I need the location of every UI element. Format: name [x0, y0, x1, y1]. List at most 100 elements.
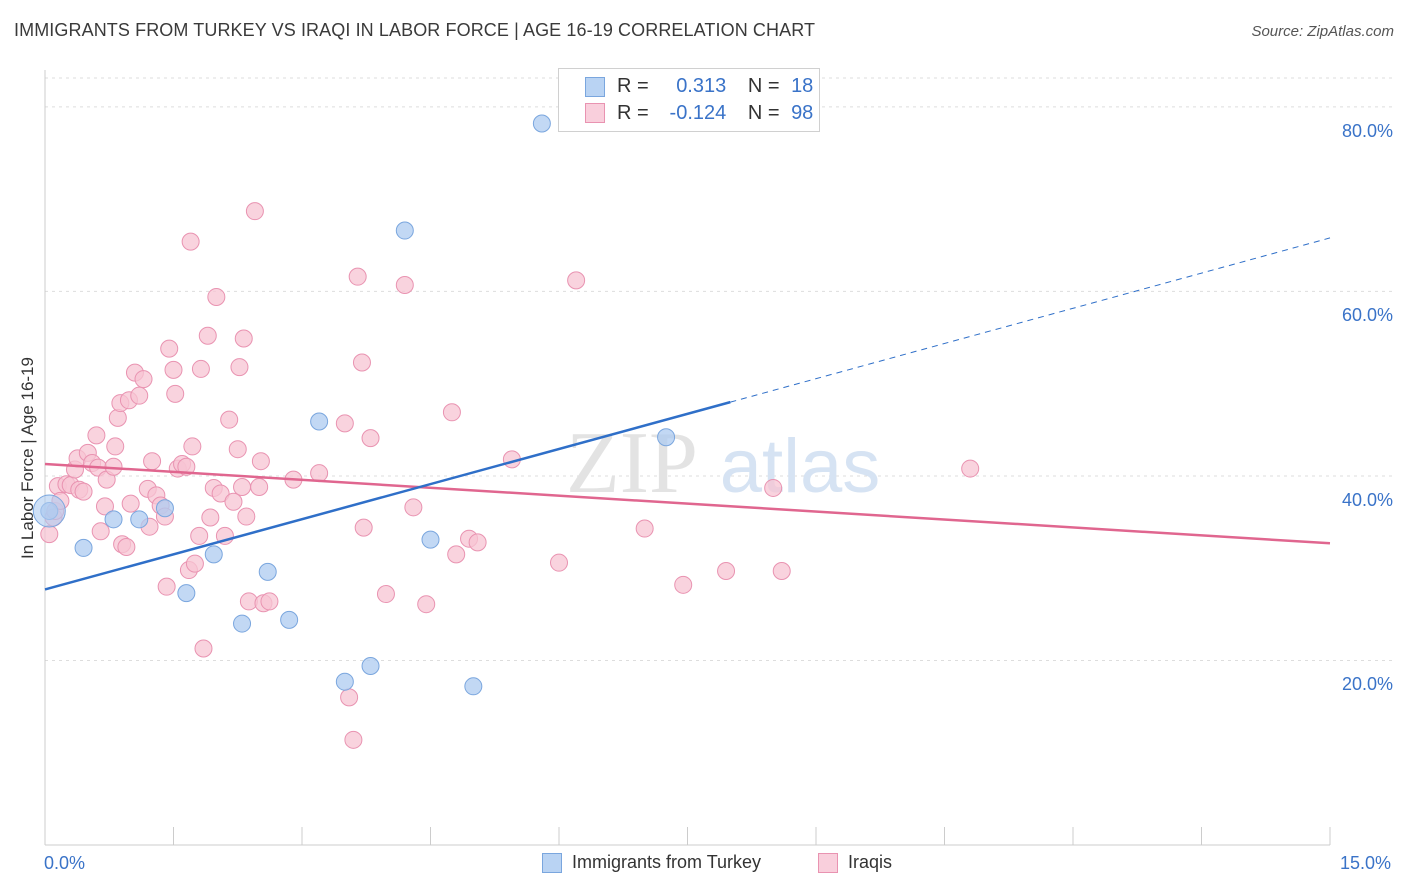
chart-title: IMMIGRANTS FROM TURKEY VS IRAQI IN LABOR…: [14, 20, 816, 40]
legend-swatch-turkey: [542, 852, 562, 873]
iraqi-point: [201, 508, 220, 527]
n-value: 98: [791, 102, 814, 124]
turkey-point: [177, 584, 196, 603]
iraqi-point: [250, 478, 269, 497]
watermark: ZIP atlas: [566, 415, 880, 512]
iraqi-point: [335, 414, 354, 433]
iraqi-point: [447, 545, 466, 564]
iraqi-point: [717, 561, 736, 580]
iraqi-point: [185, 554, 204, 573]
turkey-point: [464, 677, 483, 696]
series-legend: Immigrants from Turkey Iraqis: [0, 852, 1406, 878]
turkey-point: [335, 672, 354, 691]
turkey-point: [395, 221, 414, 240]
iraqi-point: [344, 730, 363, 749]
iraqi-point: [442, 403, 461, 422]
iraqi-point: [130, 386, 149, 405]
iraqi-point: [340, 688, 359, 707]
iraqi-point: [220, 410, 239, 429]
turkey-point: [421, 530, 440, 549]
turkey-point: [74, 538, 93, 557]
turkey-point: [657, 428, 676, 447]
iraqi-point: [164, 360, 183, 379]
turkey-point: [258, 562, 277, 581]
iraqi-point: [117, 537, 136, 556]
watermark-atlas: atlas: [720, 424, 881, 509]
turkey-point: [532, 114, 551, 133]
iraqi-point: [354, 518, 373, 537]
iraqi-point: [121, 494, 140, 513]
iraqi-point: [134, 370, 153, 389]
y-tick-label: 40.0%: [1341, 489, 1393, 510]
iraqi-point: [376, 585, 395, 604]
y-tick-label: 80.0%: [1341, 120, 1393, 141]
iraqi-point: [352, 353, 371, 372]
turkey-point: [310, 412, 329, 431]
iraqi-point: [207, 287, 226, 306]
iraqi-point: [468, 533, 487, 552]
turkey-trend-extension: [730, 237, 1331, 403]
iraqi-point: [361, 429, 380, 448]
n-value: 18: [791, 75, 814, 97]
turkey-point: [104, 510, 123, 529]
iraqi-point: [234, 329, 253, 348]
n-label: N =: [747, 102, 780, 124]
iraqi-point: [91, 522, 110, 541]
legend-item-iraqis: Iraqis: [818, 852, 892, 873]
iraqi-point: [106, 437, 125, 456]
n-label: N =: [747, 75, 780, 97]
watermark-zip: ZIP: [566, 415, 698, 512]
turkey-point: [361, 657, 380, 676]
iraqi-point: [95, 497, 114, 516]
iraqi-point: [224, 492, 243, 511]
iraqi-point: [183, 437, 202, 456]
iraqi-trend-line: [44, 462, 1331, 545]
iraqi-point: [260, 592, 279, 611]
turkey-point: [280, 610, 299, 629]
legend-row-blue: R = 0.313 N = 18: [617, 75, 813, 98]
legend-swatch-pink: [585, 103, 605, 123]
y-tick-label: 20.0%: [1341, 674, 1393, 695]
x-tick-label-min: 0.0%: [44, 853, 86, 873]
data-points: [32, 114, 980, 749]
legend-row-pink: R = -0.124 N = 98: [617, 102, 813, 125]
iraqi-point: [211, 484, 230, 503]
iraqi-point: [194, 639, 213, 658]
iraqi-point: [74, 482, 93, 501]
iraqi-point: [228, 440, 247, 459]
iraqi-point: [87, 426, 106, 445]
r-label: R =: [617, 75, 649, 97]
iraqi-point: [198, 326, 217, 345]
iraqi-point: [674, 575, 693, 594]
iraqi-point: [764, 478, 783, 497]
iraqi-point: [166, 384, 185, 403]
iraqi-point: [417, 595, 436, 614]
axes: [44, 70, 1331, 846]
legend-label-iraqis: Iraqis: [848, 852, 893, 872]
iraqi-point: [567, 271, 586, 290]
iraqi-point: [245, 202, 264, 221]
iraqi-point: [230, 358, 249, 377]
iraqi-point: [177, 457, 196, 476]
iraqi-point: [961, 459, 980, 478]
turkey-point: [204, 545, 223, 564]
legend-label-turkey: Immigrants from Turkey: [572, 852, 762, 872]
turkey-point: [155, 499, 174, 518]
correlation-legend: R = 0.313 N = 18 R = -0.124 N = 98: [558, 68, 820, 132]
iraqi-point: [108, 408, 127, 427]
iraqi-point: [143, 452, 162, 471]
iraqi-point: [772, 561, 791, 580]
legend-swatch-blue: [585, 77, 605, 97]
legend-item-turkey: Immigrants from Turkey: [542, 852, 761, 873]
turkey-point: [32, 494, 66, 528]
iraqi-point: [237, 507, 256, 526]
r-label: R =: [617, 102, 649, 124]
iraqi-point: [251, 452, 270, 471]
source-label: Source: ZipAtlas.com: [1251, 23, 1394, 40]
iraqi-point: [404, 498, 423, 517]
turkey-trend-line: [44, 400, 731, 591]
iraqi-point: [233, 478, 252, 497]
iraqi-point: [550, 553, 568, 572]
iraqi-point: [348, 267, 367, 286]
